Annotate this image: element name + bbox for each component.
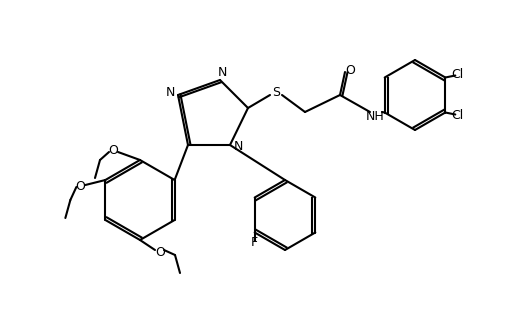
Text: N: N	[233, 140, 242, 154]
Text: O: O	[345, 64, 354, 76]
Text: O: O	[155, 245, 164, 258]
Text: F: F	[250, 236, 258, 249]
Text: Cl: Cl	[450, 68, 463, 81]
Text: S: S	[271, 87, 279, 99]
Text: Cl: Cl	[450, 109, 463, 122]
Text: NH: NH	[365, 111, 384, 124]
Text: O: O	[75, 180, 85, 194]
Text: O: O	[108, 144, 118, 156]
Text: N: N	[217, 66, 226, 78]
Text: N: N	[165, 87, 175, 99]
